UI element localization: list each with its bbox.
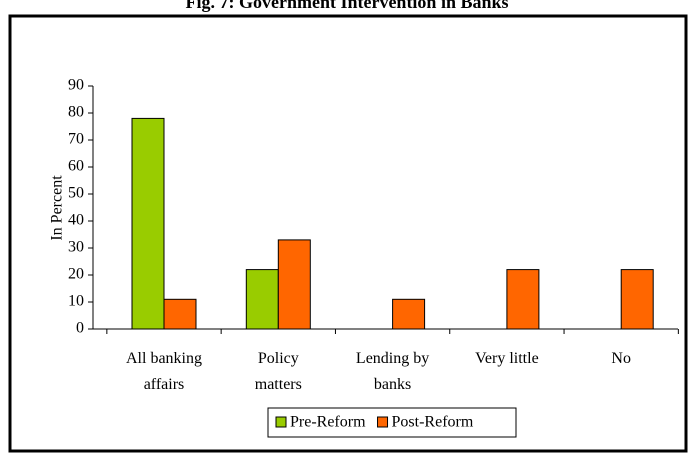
x-tick-label-line: Very little bbox=[475, 350, 539, 367]
y-tick-label: 10 bbox=[68, 293, 84, 310]
bar bbox=[163, 298, 197, 330]
legend-label: Pre-Reform bbox=[290, 414, 366, 431]
bar bbox=[620, 269, 654, 330]
bar bbox=[277, 239, 311, 330]
y-tick-label: 20 bbox=[68, 266, 84, 283]
x-tick-label-line: matters bbox=[255, 376, 302, 393]
x-tick-label-line: banks bbox=[374, 376, 411, 393]
y-tick-label: 40 bbox=[68, 212, 84, 229]
y-tick-label: 80 bbox=[68, 104, 84, 121]
y-tick-label: 90 bbox=[68, 77, 84, 94]
bar bbox=[245, 269, 279, 330]
legend-label: Post-Reform bbox=[392, 414, 474, 431]
y-tick-label: 50 bbox=[68, 185, 84, 202]
legend-swatch bbox=[377, 416, 389, 428]
legend-box bbox=[267, 407, 517, 438]
y-tick-label: 70 bbox=[68, 131, 84, 148]
x-tick-label: Very little bbox=[475, 350, 539, 367]
x-tick-label: Policy matters bbox=[255, 350, 302, 393]
x-tick-label: All banking affairs bbox=[126, 350, 202, 393]
y-tick-label: 30 bbox=[68, 239, 84, 256]
y-tick-label: 60 bbox=[68, 158, 84, 175]
x-tick-label-line: Lending by bbox=[356, 350, 429, 367]
chart-title: Fig. 7: Government Intervention in Banks bbox=[185, 0, 508, 12]
bar bbox=[506, 269, 540, 330]
x-tick-label: No bbox=[611, 350, 631, 367]
x-tick-label: Lending by banks bbox=[356, 350, 429, 393]
chart-frame bbox=[8, 14, 688, 453]
x-tick-label-line: Policy bbox=[258, 350, 299, 367]
x-tick-label-line: No bbox=[611, 350, 631, 367]
legend-swatch bbox=[275, 416, 287, 428]
y-tick-label: 0 bbox=[76, 320, 84, 337]
x-tick-label-line: All banking bbox=[126, 350, 202, 367]
bar bbox=[392, 298, 426, 330]
bar bbox=[131, 117, 165, 330]
y-axis-label: In Percent bbox=[49, 175, 66, 241]
legend: Pre-Reform Post-Reform bbox=[267, 407, 517, 438]
x-tick-label-line: affairs bbox=[144, 376, 185, 393]
